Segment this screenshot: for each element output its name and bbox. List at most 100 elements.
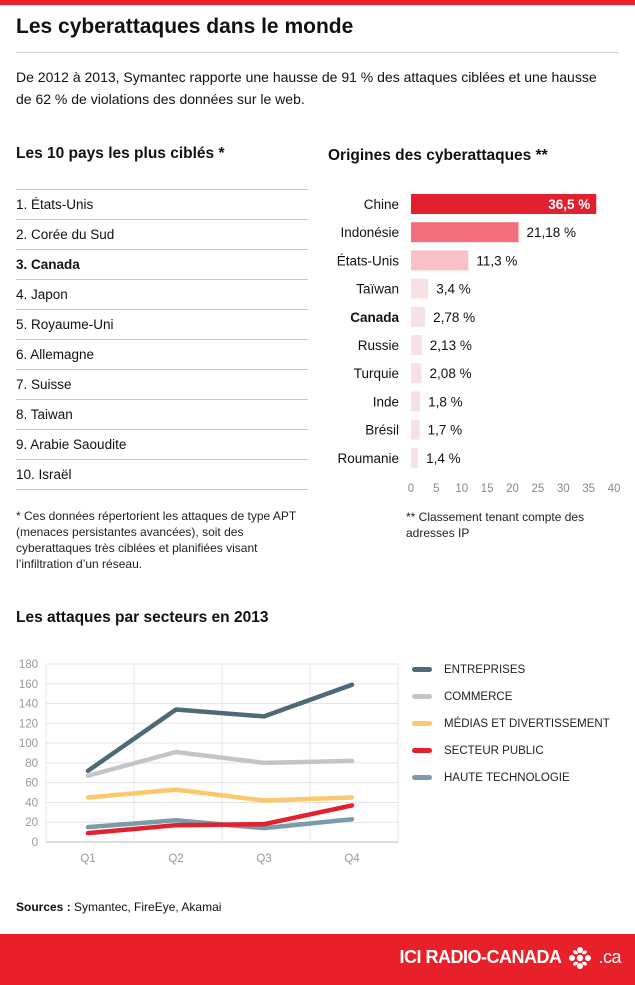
sectors-y-tick: 140 xyxy=(19,699,38,711)
top10-item: 7. Suisse xyxy=(16,370,308,400)
sectors-x-tick: Q3 xyxy=(256,853,271,865)
sectors-y-tick: 60 xyxy=(25,778,38,790)
legend-swatch xyxy=(412,721,432,727)
origins-bar xyxy=(411,306,426,327)
legend-item: COMMERCE xyxy=(412,691,512,703)
origins-x-tick: 5 xyxy=(433,483,439,495)
origins-bar xyxy=(411,222,519,243)
origins-bar xyxy=(411,363,422,384)
top10-item: 5. Royaume-Uni xyxy=(16,310,308,340)
sectors-y-tick: 160 xyxy=(19,679,38,691)
sectors-title: Les attaques par secteurs en 2013 xyxy=(16,609,269,626)
legend-label: ENTREPRISES xyxy=(444,664,526,676)
sectors-x-tick: Q4 xyxy=(344,853,360,865)
brand-wordmark: ICI RADIO-CANADA xyxy=(399,946,562,967)
origins-bar xyxy=(411,391,421,412)
legend-item: HAUTE TECHNOLOGIE xyxy=(412,772,570,784)
sectors-y-tick: 20 xyxy=(25,817,38,829)
origins-x-tick: 10 xyxy=(455,483,468,495)
origins-x-tick: 20 xyxy=(506,483,519,495)
origins-category-label: Indonésie xyxy=(340,225,399,240)
sectors-y-tick: 40 xyxy=(25,797,38,809)
sectors-x-tick: Q2 xyxy=(168,853,183,865)
top10-item: 3. Canada xyxy=(16,250,308,280)
gem-logo-icon xyxy=(568,947,591,969)
intro-text: De 2012 à 2013, Symantec rapporte une ha… xyxy=(16,69,597,107)
origins-value-label: 2,78 % xyxy=(433,310,475,325)
radio-canada-logo: ICI RADIO-CANADA .ca xyxy=(399,946,621,970)
origins-category-label: Brésil xyxy=(365,423,399,438)
origins-x-tick: 35 xyxy=(582,483,595,495)
top-accent-bar xyxy=(0,0,635,5)
origins-category-label: Russie xyxy=(358,338,399,353)
top10-list: 1. États-Unis 2. Corée du Sud 3. Canada 4. … xyxy=(16,189,308,490)
origins-category-label: États-Unis xyxy=(337,253,400,268)
origins-x-tick: 15 xyxy=(481,483,494,495)
sectors-y-tick: 80 xyxy=(25,758,38,770)
origins-bar xyxy=(411,250,469,271)
origins-bar xyxy=(411,419,420,440)
legend-swatch xyxy=(412,667,432,673)
top10-item: 4. Japon xyxy=(16,280,308,310)
sectors-line-chart: 0 20 40 60 80 100 120 140 160 180 Q1 Q2 Q3 Q4 xyxy=(19,659,399,865)
sources-line: Sources : Symantec, FireEye, Akamai xyxy=(16,900,221,914)
origins-category-label: Chine xyxy=(364,197,399,212)
legend-swatch xyxy=(412,748,432,754)
origins-bar xyxy=(411,447,419,468)
origins-x-tick: 40 xyxy=(608,483,621,495)
origins-value-label: 1,4 % xyxy=(426,451,461,466)
origins-value-label: 36,5 % xyxy=(548,197,590,212)
origins-value-label: 11,3 % xyxy=(476,253,517,268)
origins-category-label: Roumanie xyxy=(337,451,399,466)
top10-item: 10. Israël xyxy=(16,460,308,490)
origins-value-label: 21,18 % xyxy=(526,225,576,240)
sectors-y-tick: 100 xyxy=(19,738,38,750)
legend-swatch xyxy=(412,775,432,781)
legend-item: SECTEUR PUBLIC xyxy=(412,745,544,757)
legend-item: ENTREPRISES xyxy=(412,664,525,676)
origins-category-label: Inde xyxy=(373,394,399,409)
legend-label: HAUTE TECHNOLOGIE xyxy=(444,772,570,784)
legend-swatch xyxy=(412,694,432,700)
footer-bar: ICI RADIO-CANADA .ca xyxy=(0,934,635,985)
legend-label: COMMERCE xyxy=(444,691,513,703)
origins-value-label: 1,8 % xyxy=(428,394,463,409)
origins-value-label: 2,08 % xyxy=(430,366,472,381)
origins-value-label: 3,4 % xyxy=(436,282,471,297)
sectors-y-tick: 180 xyxy=(19,659,38,671)
top10-item: 9. Arabie Saoudite xyxy=(16,430,308,460)
origins-bar xyxy=(411,278,429,299)
origins-note: ** Classement tenant compte des adresses… xyxy=(406,510,585,540)
legend-item: MÉDIAS ET DIVERTISSEMENT xyxy=(412,718,610,730)
origins-title: Origines des cyberattaques ** xyxy=(328,147,548,164)
page-title: Les cyberattaques dans le monde xyxy=(16,15,354,38)
legend-label: MÉDIAS ET DIVERTISSEMENT xyxy=(444,718,610,730)
sectors-series-line xyxy=(85,682,355,774)
sources-text: Symantec, FireEye, Akamai xyxy=(74,900,222,914)
top10-item: 8. Taiwan xyxy=(16,400,308,430)
origins-value-label: 1,7 % xyxy=(428,423,463,438)
sectors-x-tick: Q1 xyxy=(80,853,95,865)
sectors-series-line xyxy=(85,803,355,836)
origins-x-tick: 30 xyxy=(557,483,570,495)
origins-value-label: 2,13 % xyxy=(430,338,472,353)
top10-item: 2. Corée du Sud xyxy=(16,220,308,250)
origins-bar xyxy=(411,194,597,214)
sectors-series-line xyxy=(85,787,355,803)
title-divider xyxy=(16,52,619,53)
origins-bar-chart: Chine 36,5 % Indonésie 21,18 % États-Unis 11,… xyxy=(337,194,621,495)
top10-item: 6. Allemagne xyxy=(16,340,308,370)
origins-bar xyxy=(411,335,422,355)
brand-domain: .ca xyxy=(598,946,621,967)
sectors-series-line xyxy=(85,749,355,778)
origins-category-label: Taïwan xyxy=(356,282,399,297)
top10-item: 1. États-Unis xyxy=(16,190,308,220)
origins-x-tick: 0 xyxy=(408,483,414,495)
sectors-y-tick: 120 xyxy=(19,718,38,730)
origins-category-label: Turquie xyxy=(354,366,399,381)
top10-title: Les 10 pays les plus ciblés * xyxy=(16,145,225,162)
origins-category-label: Canada xyxy=(350,310,399,325)
top10-note: * Ces données répertorient les attaques … xyxy=(16,509,296,571)
sources-label: Sources : xyxy=(16,900,71,914)
sectors-y-tick: 0 xyxy=(32,837,38,849)
